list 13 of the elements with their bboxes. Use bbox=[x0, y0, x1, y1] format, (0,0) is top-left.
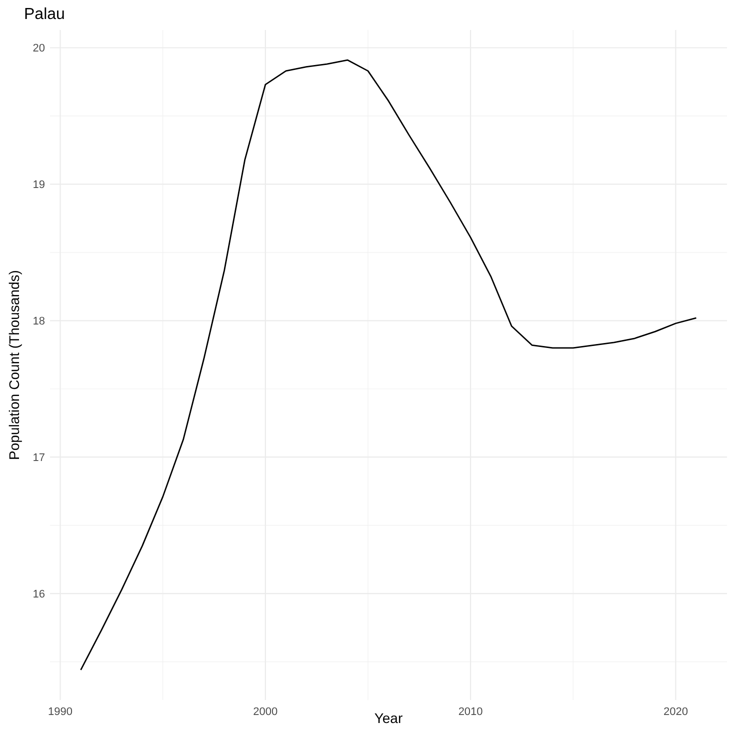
y-tick-label: 18 bbox=[32, 316, 45, 328]
y-tick-label: 17 bbox=[32, 452, 45, 464]
x-tick-label: 2010 bbox=[458, 706, 483, 718]
x-tick-label: 2020 bbox=[663, 706, 688, 718]
y-tick-label: 16 bbox=[32, 588, 45, 601]
y-tick-label: 19 bbox=[32, 179, 45, 192]
chart-title: Palau bbox=[24, 6, 65, 23]
x-tick-label: 2000 bbox=[253, 706, 278, 718]
x-tick-label: 1990 bbox=[48, 706, 72, 718]
line-series bbox=[80, 59, 697, 671]
x-axis-title: Year bbox=[374, 710, 403, 726]
y-axis-title: Population Count (Thousands) bbox=[6, 270, 22, 460]
y-tick-label: 20 bbox=[32, 42, 45, 55]
